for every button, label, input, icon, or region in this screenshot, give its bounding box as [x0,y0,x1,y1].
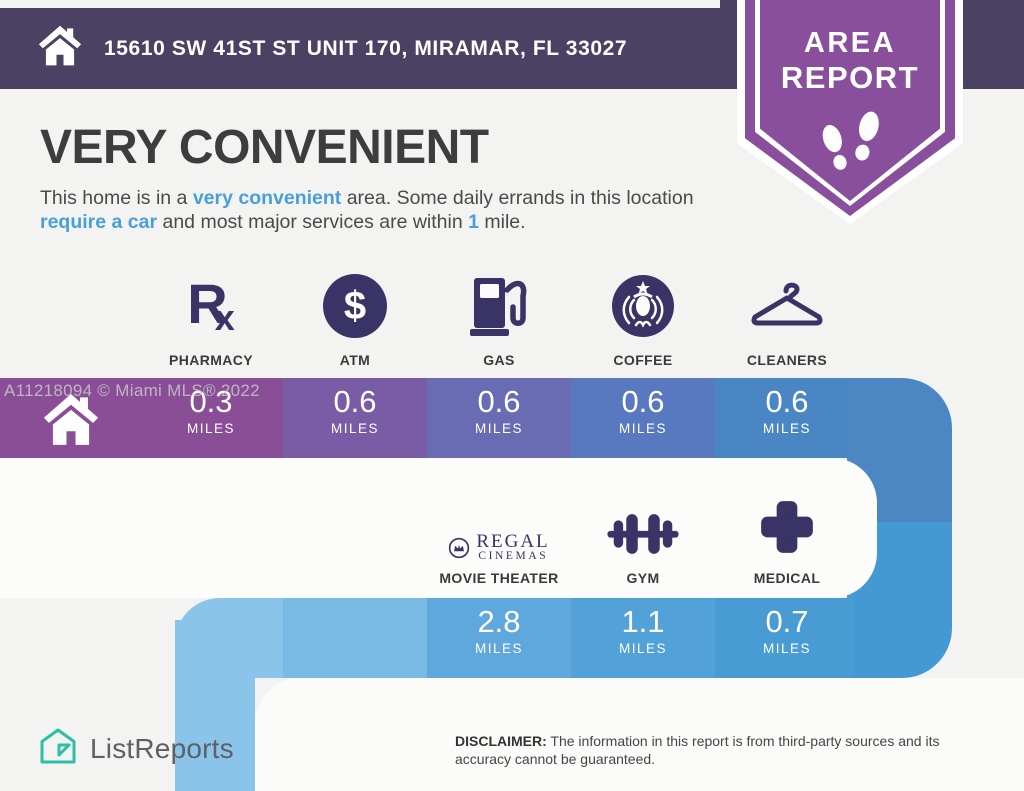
amenity-gas: GAS [427,268,571,368]
distance-gym: 1.1 MILES [618,604,667,657]
starbucks-siren-icon [610,268,676,344]
footprints-icon [737,108,963,191]
listreports-brand: ListReports [38,726,234,771]
intro-highlight-require-a-car: require a car [40,211,158,233]
amenity-label: CLEANERS [746,352,828,368]
disclaimer-text: The information in this report is from t… [455,733,940,767]
mls-watermark: A11218094 © Miami MLS® 2022 [4,381,260,400]
header: 15610 SW 41ST ST UNIT 170, MIRAMAR, FL 3… [38,8,627,89]
amenity-movie-theater: REGAL CINEMAS MOVIE THEATER [427,488,571,586]
amenity-label: PHARMACY [168,352,254,368]
regal-cinemas-logo: REGAL CINEMAS [448,532,549,562]
hanger-icon [749,268,825,344]
intro-highlight-one: 1 [468,211,479,233]
distance-gas: 0.6 MILES [474,384,523,437]
intro-paragraph: This home is in a very convenient area. … [40,186,735,234]
home-icon [38,25,82,72]
page-title: VERY CONVENIENT [40,121,489,174]
distance-atm: 0.6 MILES [330,384,379,437]
home-marker-icon [42,394,100,451]
area-report-badge-content: AREA REPORT [737,0,963,224]
footer-panel [255,678,1024,791]
distance-coffee: 0.6 MILES [618,384,667,437]
distance-movie-theater: 2.8 MILES [474,604,523,657]
dumbbell-icon [603,511,683,562]
amenity-label: MOVIE THEATER [439,570,559,586]
amenity-atm: $ ATM [283,268,427,368]
amenity-cleaners: CLEANERS [715,268,859,368]
amenity-label: GAS [483,352,515,368]
amenity-label: ATM [339,352,371,368]
amenity-label: MEDICAL [753,570,821,586]
amenity-coffee: COFFEE [571,268,715,368]
medical-cross-icon [757,497,817,562]
badge-title-line2: REPORT [780,60,920,95]
distance-bar-2 [175,598,853,678]
amenities-row2-panel [0,458,877,598]
listreports-wordmark: ListReports [90,732,234,764]
badge-title-line1: AREA [803,27,897,59]
distance-medical: 0.7 MILES [762,604,811,657]
amenity-gym: GYM [571,488,715,586]
intro-text: and most major services are within [157,211,469,233]
distance-pharmacy: 0.3 MILES [186,384,235,437]
dollar-circle-icon: $ [323,268,387,344]
amenity-label: COFFEE [613,352,673,368]
disclaimer: DISCLAIMER: The information in this repo… [455,732,995,768]
property-address: 15610 SW 41ST ST UNIT 170, MIRAMAR, FL 3… [104,36,628,60]
listreports-logo-icon [38,726,78,771]
intro-highlight-very-convenient: very convenient [192,187,342,209]
gas-pump-icon [470,268,528,344]
disclaimer-label: DISCLAIMER: [455,733,547,749]
intro-text: area. Some daily errands in this locatio… [341,187,694,209]
intro-text: mile. [478,211,526,233]
amenity-label: GYM [626,570,660,586]
distance-cleaners: 0.6 MILES [762,384,811,437]
intro-text: This home is in a [40,187,193,209]
amenity-medical: MEDICAL [715,488,859,586]
